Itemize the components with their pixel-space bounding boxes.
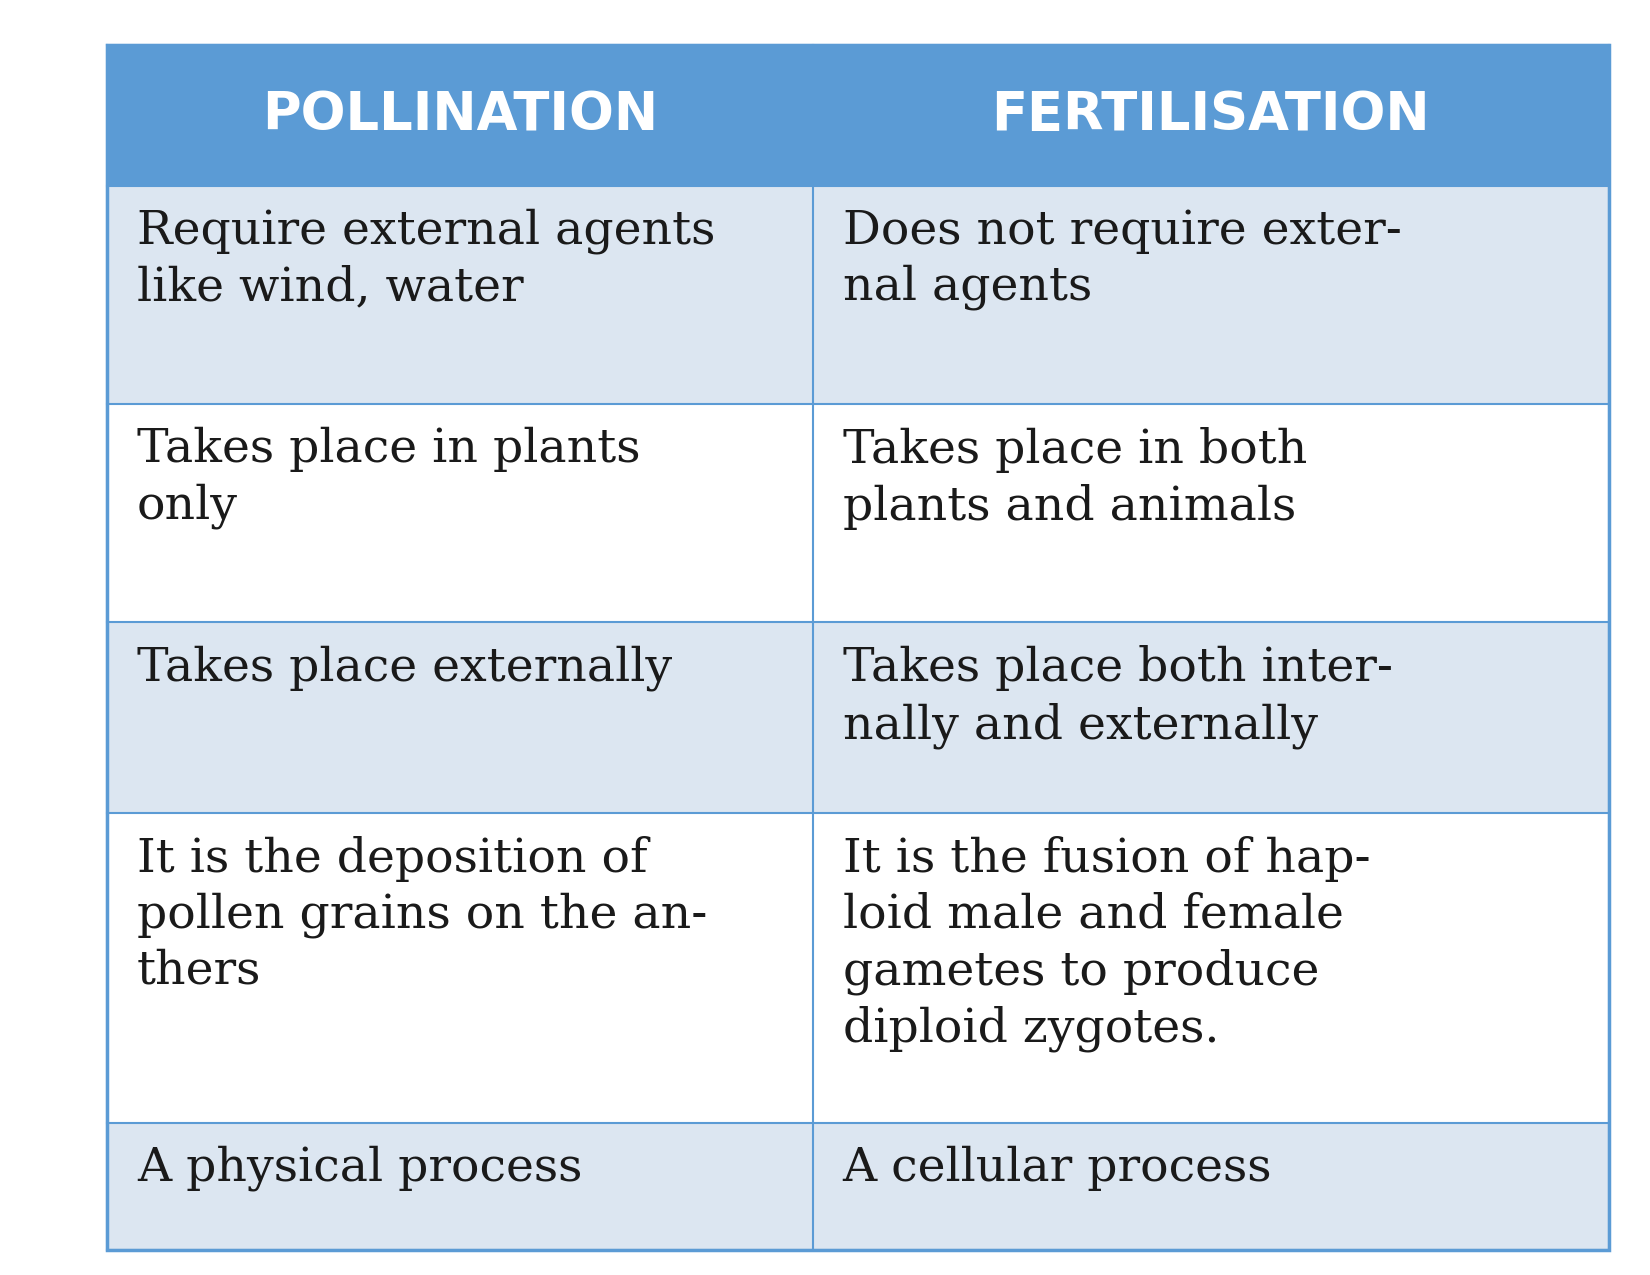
Text: Takes place both inter-
nally and externally: Takes place both inter- nally and extern…	[843, 645, 1393, 748]
Bar	[107, 45, 813, 186]
Bar	[107, 186, 813, 404]
Bar	[813, 622, 1609, 812]
Bar	[813, 1123, 1609, 1250]
Text: It is the deposition of
pollen grains on the an-
thers: It is the deposition of pollen grains on…	[137, 835, 708, 993]
Text: Takes place in both
plants and animals: Takes place in both plants and animals	[843, 427, 1307, 529]
Bar	[813, 45, 1609, 186]
Bar	[813, 404, 1609, 622]
Text: Does not require exter-
nal agents: Does not require exter- nal agents	[843, 209, 1401, 310]
Bar	[107, 622, 813, 812]
Text: A physical process: A physical process	[137, 1146, 582, 1191]
Text: Require external agents
like wind, water: Require external agents like wind, water	[137, 209, 716, 310]
Bar	[813, 812, 1609, 1123]
Text: FERTILISATION: FERTILISATION	[992, 89, 1431, 142]
Bar	[107, 404, 813, 622]
Text: POLLINATION: POLLINATION	[262, 89, 658, 142]
Text: Takes place externally: Takes place externally	[137, 645, 672, 691]
Text: It is the fusion of hap-
loid male and female
gametes to produce
diploid zygotes: It is the fusion of hap- loid male and f…	[843, 835, 1370, 1052]
Bar	[107, 1123, 813, 1250]
Text: A cellular process: A cellular process	[843, 1146, 1272, 1191]
Bar	[813, 186, 1609, 404]
Bar	[107, 812, 813, 1123]
Text: Takes place in plants
only: Takes place in plants only	[137, 427, 640, 529]
